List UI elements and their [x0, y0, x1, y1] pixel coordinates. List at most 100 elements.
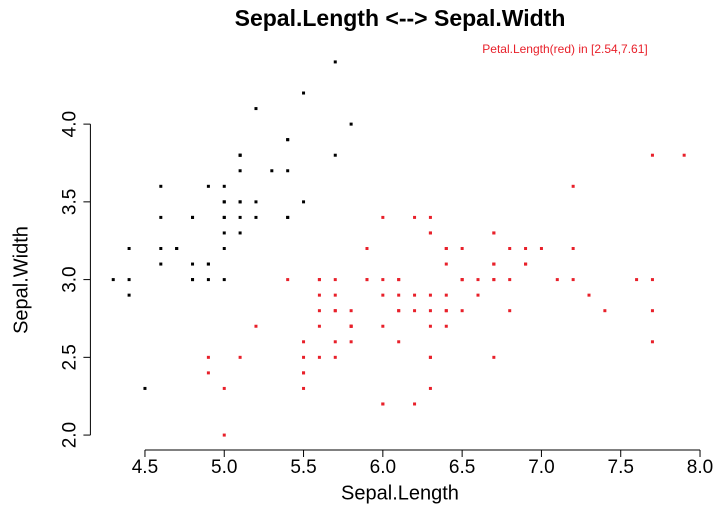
- point: [286, 169, 290, 173]
- point: [302, 200, 306, 204]
- point: [222, 231, 226, 235]
- point: [238, 215, 242, 219]
- point: [317, 324, 321, 328]
- point: [476, 278, 480, 282]
- point: [333, 293, 337, 297]
- point: [650, 340, 654, 344]
- point: [492, 231, 496, 235]
- y-tick-label: 2.0: [59, 422, 80, 448]
- point: [317, 309, 321, 313]
- point: [381, 215, 385, 219]
- point: [333, 355, 337, 359]
- point: [127, 278, 131, 282]
- point: [428, 309, 432, 313]
- point: [206, 371, 210, 375]
- point: [492, 355, 496, 359]
- point: [333, 278, 337, 282]
- chart-title: Sepal.Length <--> Sepal.Width: [235, 5, 566, 31]
- point: [682, 153, 686, 157]
- point: [317, 278, 321, 282]
- point: [524, 247, 528, 250]
- point: [333, 153, 337, 157]
- point: [254, 107, 258, 111]
- point: [397, 309, 401, 313]
- y-tick-label: 4.0: [59, 111, 80, 137]
- point: [302, 371, 306, 375]
- point: [222, 386, 226, 390]
- annotation: Petal.Length(red) in [2.54,7.61]: [482, 42, 647, 56]
- point: [349, 309, 353, 313]
- point: [603, 309, 607, 313]
- point: [191, 215, 195, 219]
- point: [111, 278, 115, 282]
- point: [254, 324, 258, 328]
- point: [206, 262, 210, 266]
- point: [444, 293, 448, 297]
- point: [428, 231, 432, 235]
- point: [428, 386, 432, 390]
- point: [302, 340, 306, 344]
- point: [286, 138, 290, 142]
- point: [650, 309, 654, 313]
- point: [428, 324, 432, 328]
- point: [635, 278, 639, 282]
- x-tick-label: 6.0: [370, 457, 396, 478]
- point: [539, 247, 543, 250]
- point: [381, 293, 385, 297]
- point: [444, 324, 448, 328]
- point: [397, 293, 401, 297]
- x-tick-label: 4.5: [132, 457, 158, 478]
- point: [492, 278, 496, 282]
- point: [143, 386, 147, 390]
- point: [222, 433, 226, 437]
- point: [508, 309, 512, 313]
- x-axis-label: Sepal.Length: [341, 482, 459, 504]
- point: [428, 215, 432, 219]
- point: [444, 247, 448, 250]
- point: [381, 278, 385, 282]
- point: [222, 184, 226, 188]
- point: [555, 278, 559, 282]
- point: [222, 200, 226, 204]
- point: [460, 278, 464, 282]
- point: [127, 293, 131, 297]
- y-tick-label: 3.5: [59, 189, 80, 215]
- point: [571, 278, 575, 282]
- point: [222, 278, 226, 282]
- point: [492, 262, 496, 266]
- x-tick-label: 7.5: [608, 457, 634, 478]
- point: [397, 340, 401, 344]
- point: [206, 184, 210, 188]
- point: [508, 278, 512, 282]
- point: [222, 247, 226, 250]
- point: [571, 247, 575, 250]
- point: [254, 200, 258, 204]
- point: [238, 231, 242, 235]
- point: [587, 293, 591, 297]
- point: [460, 309, 464, 313]
- point: [650, 153, 654, 157]
- y-tick-label: 2.5: [59, 344, 80, 370]
- point: [349, 122, 353, 126]
- point: [365, 247, 369, 250]
- point: [428, 293, 432, 297]
- point: [413, 215, 417, 219]
- point: [444, 262, 448, 266]
- point: [238, 355, 242, 359]
- x-tick-label: 7.0: [528, 457, 554, 478]
- point: [413, 309, 417, 313]
- point: [349, 340, 353, 344]
- point: [444, 309, 448, 313]
- point: [127, 247, 131, 250]
- point: [302, 355, 306, 359]
- point: [302, 386, 306, 390]
- point: [460, 247, 464, 250]
- point: [159, 262, 163, 266]
- point: [397, 278, 401, 282]
- point: [333, 60, 337, 64]
- point: [238, 153, 242, 157]
- y-tick-label: 3.0: [59, 266, 80, 292]
- point: [650, 278, 654, 282]
- point: [524, 262, 528, 266]
- x-tick-label: 5.5: [290, 457, 316, 478]
